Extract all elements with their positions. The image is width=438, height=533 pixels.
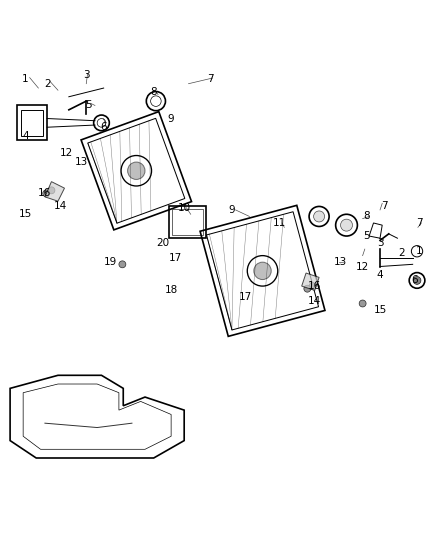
- Text: 11: 11: [273, 218, 286, 228]
- Text: 17: 17: [238, 292, 252, 302]
- Text: 15: 15: [374, 305, 387, 315]
- Text: 14: 14: [308, 296, 321, 306]
- Text: 7: 7: [207, 75, 214, 84]
- Text: 6: 6: [100, 122, 107, 132]
- Circle shape: [97, 118, 106, 127]
- Text: 5: 5: [85, 100, 92, 110]
- Text: 13: 13: [334, 257, 347, 267]
- Circle shape: [43, 190, 49, 197]
- Text: 15: 15: [19, 209, 32, 219]
- Text: 4: 4: [22, 131, 28, 141]
- Circle shape: [340, 219, 353, 231]
- Text: 9: 9: [168, 114, 174, 124]
- Text: 16: 16: [308, 281, 321, 291]
- Text: 5: 5: [364, 231, 370, 241]
- Text: 8: 8: [150, 87, 157, 98]
- Circle shape: [359, 300, 366, 307]
- Text: 16: 16: [38, 188, 52, 198]
- Text: 14: 14: [53, 200, 67, 211]
- Text: 18: 18: [165, 286, 178, 295]
- Text: 1: 1: [416, 246, 423, 256]
- Text: 3: 3: [83, 70, 89, 80]
- Polygon shape: [45, 182, 64, 201]
- Text: 6: 6: [412, 274, 418, 285]
- Text: 13: 13: [75, 157, 88, 167]
- Circle shape: [127, 162, 145, 180]
- Text: 4: 4: [377, 270, 383, 280]
- Text: 7: 7: [381, 200, 388, 211]
- Bar: [17, 106, 47, 140]
- Circle shape: [119, 261, 126, 268]
- Text: 7: 7: [416, 218, 423, 228]
- Text: 9: 9: [229, 205, 235, 215]
- Text: 20: 20: [156, 238, 169, 247]
- Circle shape: [309, 282, 316, 289]
- Bar: [172, 208, 203, 235]
- Bar: [169, 206, 206, 238]
- Circle shape: [314, 211, 325, 222]
- Circle shape: [304, 285, 311, 292]
- Circle shape: [151, 96, 161, 107]
- Text: 3: 3: [377, 238, 383, 247]
- Text: 8: 8: [364, 212, 370, 221]
- Circle shape: [413, 277, 421, 284]
- Circle shape: [254, 262, 271, 279]
- Text: 12: 12: [356, 262, 369, 271]
- Text: 10: 10: [178, 203, 191, 213]
- Polygon shape: [302, 273, 319, 290]
- Text: 1: 1: [22, 75, 28, 84]
- Text: 19: 19: [103, 257, 117, 267]
- Text: 17: 17: [169, 253, 182, 263]
- Text: 2: 2: [399, 248, 405, 259]
- Circle shape: [48, 187, 55, 194]
- Bar: [21, 110, 43, 136]
- Text: 12: 12: [60, 148, 73, 158]
- Text: 2: 2: [44, 79, 50, 88]
